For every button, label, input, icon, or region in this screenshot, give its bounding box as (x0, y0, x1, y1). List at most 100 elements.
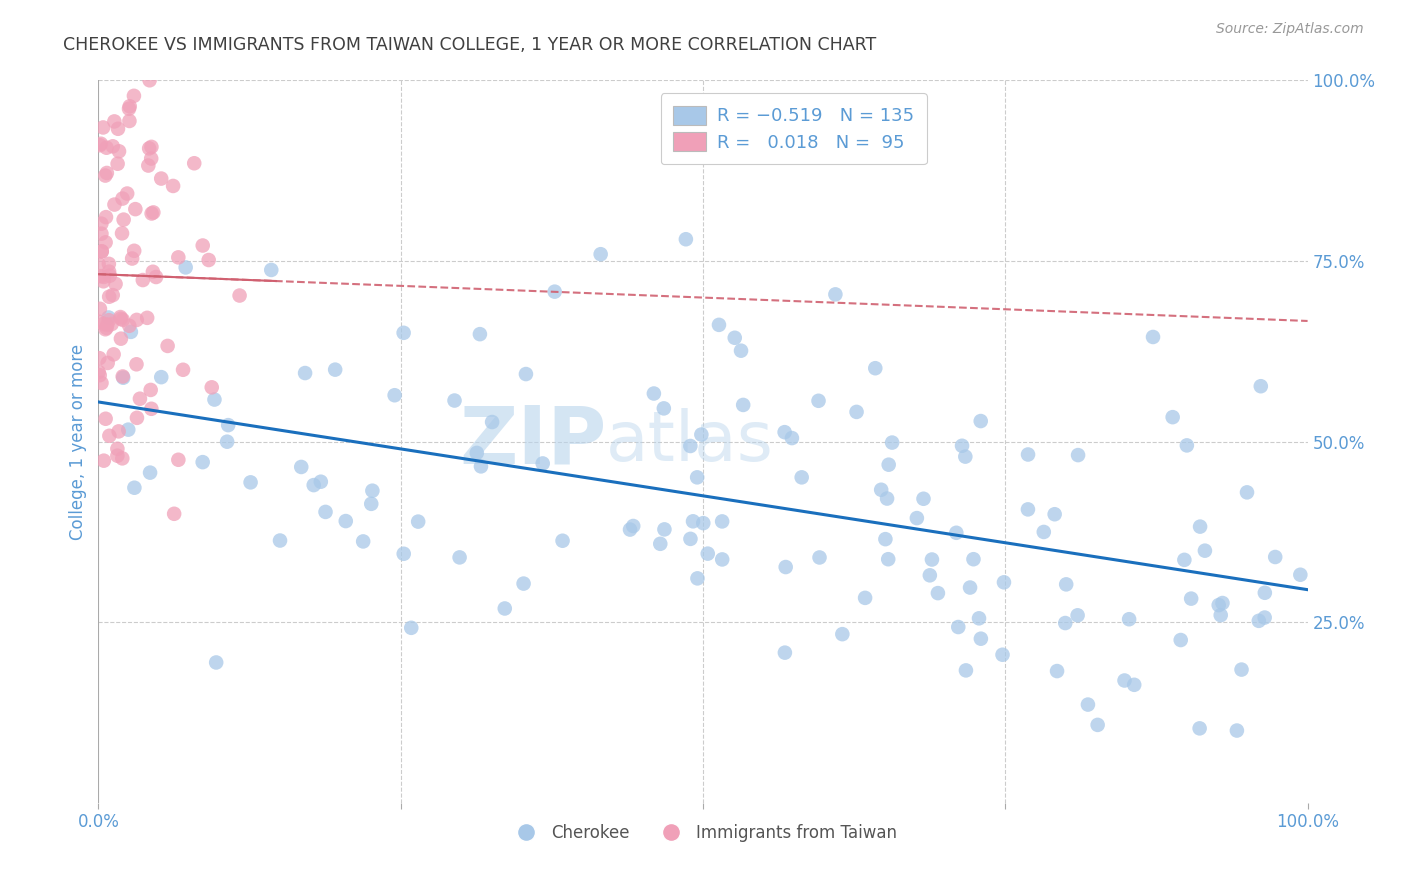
Point (204, 392, 226, 407)
Point (111, 369, 134, 384)
Point (118, 99, 141, 113)
Point (138, 73, 160, 87)
Point (90, 227, 112, 241)
Point (121, 252, 143, 266)
Point (172, 363, 194, 377)
Point (876, 491, 898, 506)
Point (93, 317, 115, 331)
Point (1247, 614, 1270, 628)
Point (97, 356, 120, 370)
Point (141, 152, 163, 166)
Point (90, 244, 112, 259)
Point (94, 210, 117, 224)
Point (89, 368, 111, 383)
Point (775, 560, 797, 574)
Point (335, 514, 357, 528)
Point (239, 475, 262, 490)
Point (831, 627, 853, 641)
Point (1175, 438, 1198, 452)
Point (1211, 596, 1233, 610)
Point (125, 410, 148, 425)
Point (1118, 612, 1140, 626)
Point (993, 575, 1015, 590)
Point (865, 361, 887, 376)
Point (136, 310, 159, 325)
Point (696, 547, 718, 561)
Point (205, 656, 228, 670)
Point (1114, 673, 1136, 688)
Point (962, 552, 984, 566)
Point (955, 450, 977, 464)
Point (98, 429, 121, 443)
Point (1250, 379, 1272, 393)
Text: atlas: atlas (606, 408, 775, 475)
Point (162, 178, 184, 193)
Y-axis label: College, 1 year or more: College, 1 year or more (69, 343, 87, 540)
Point (98, 265, 121, 279)
Point (197, 253, 219, 268)
Point (141, 140, 163, 154)
Point (142, 265, 165, 279)
Point (94, 235, 117, 250)
Point (652, 401, 675, 416)
Point (125, 313, 148, 327)
Point (882, 435, 904, 450)
Point (132, 273, 155, 287)
Point (93, 453, 115, 467)
Text: Source: ZipAtlas.com: Source: ZipAtlas.com (1216, 22, 1364, 37)
Point (124, 202, 146, 216)
Point (1236, 485, 1258, 500)
Point (967, 611, 990, 625)
Point (515, 367, 537, 381)
Point (122, 88, 145, 103)
Point (174, 260, 197, 275)
Point (89, 301, 111, 316)
Point (145, 270, 167, 285)
Point (1188, 722, 1211, 736)
Point (773, 425, 796, 439)
Point (707, 318, 730, 332)
Point (141, 401, 163, 416)
Point (1054, 615, 1077, 630)
Point (112, 370, 135, 384)
Point (97, 310, 120, 325)
Point (90, 136, 112, 151)
Point (101, 288, 124, 302)
Point (87, 365, 110, 379)
Point (1226, 723, 1249, 738)
Point (730, 343, 752, 358)
Point (309, 475, 332, 489)
Point (107, 157, 129, 171)
Point (1087, 718, 1109, 732)
Text: ZIP: ZIP (458, 402, 606, 481)
Point (96, 318, 118, 332)
Point (111, 313, 134, 327)
Point (853, 591, 876, 605)
Point (110, 332, 132, 346)
Point (361, 483, 384, 498)
Point (654, 522, 676, 536)
Point (111, 451, 134, 466)
Point (103, 114, 125, 128)
Point (98, 290, 121, 304)
Point (470, 459, 492, 474)
Point (494, 601, 516, 615)
Point (918, 568, 941, 582)
Point (1066, 608, 1088, 623)
Point (110, 311, 132, 326)
Point (1017, 502, 1039, 516)
Point (103, 347, 125, 361)
Point (142, 205, 165, 219)
Point (686, 470, 709, 484)
Point (643, 386, 665, 401)
Point (449, 550, 471, 565)
Point (117, 423, 139, 437)
Point (1170, 633, 1192, 648)
Point (679, 532, 702, 546)
Point (101, 139, 124, 153)
Point (1123, 678, 1146, 692)
Point (124, 481, 146, 495)
Point (877, 552, 900, 566)
Point (139, 466, 162, 480)
Point (98, 268, 121, 283)
